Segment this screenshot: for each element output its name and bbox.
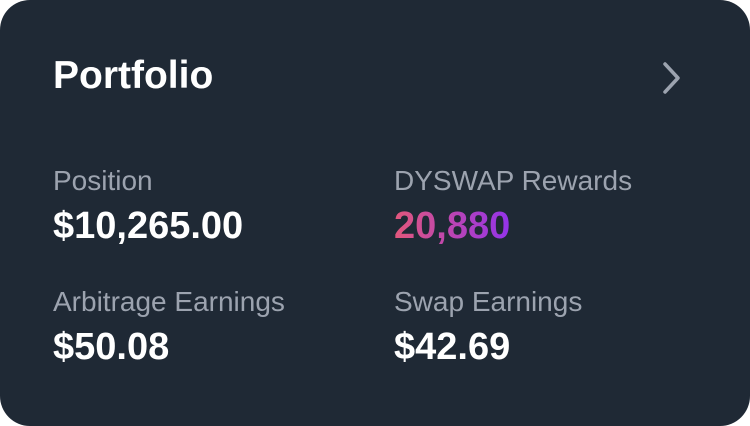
- stat-value: $10,265.00: [53, 205, 244, 247]
- stat-swap-earnings: Swap Earnings $42.69: [394, 285, 582, 369]
- stat-label: DYSWAP Rewards: [394, 165, 633, 196]
- stat-position: Position $10,265.00: [53, 164, 243, 248]
- stat-label: Swap Earnings: [394, 286, 583, 317]
- stat-arbitrage-earnings: Arbitrage Earnings $50.08: [53, 285, 285, 369]
- stat-label: Position: [53, 165, 153, 196]
- chevron-right-icon[interactable]: [656, 60, 688, 96]
- stat-label: Arbitrage Earnings: [53, 286, 285, 317]
- stat-value: $42.69: [394, 326, 511, 368]
- stat-value: 20,880: [394, 205, 511, 247]
- card-title: Portfolio: [53, 54, 214, 97]
- stat-value: $50.08: [53, 326, 170, 368]
- stat-dyswap-rewards: DYSWAP Rewards 20,880: [394, 164, 632, 248]
